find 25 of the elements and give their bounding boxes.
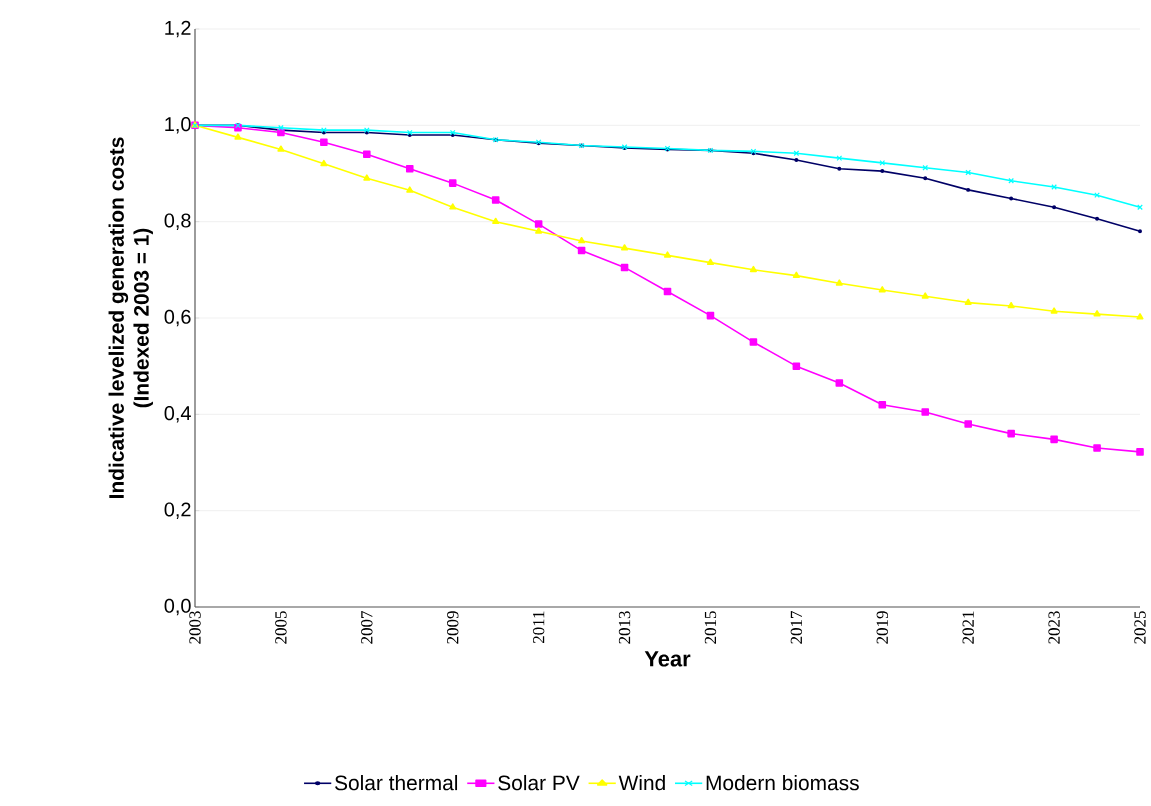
x-tick-label: 2023: [1048, 611, 1060, 644]
legend-label: Modern biomass: [706, 774, 859, 791]
y-tick-label: 1,2: [165, 20, 191, 38]
x-tick-label: 2011: [532, 611, 545, 644]
y-axis-title: Indicative levelized generation costs (Indexed 2003 = 1): [108, 137, 153, 498]
x-tick-label: 2007: [361, 611, 373, 644]
x-tick-label: 2025: [1134, 611, 1146, 644]
y-tick-label: 0,6: [164, 309, 191, 327]
x-tick-label: 2017: [790, 611, 803, 644]
x-tick-label: 2021: [962, 611, 974, 644]
x-axis-title: Year: [644, 651, 691, 667]
x-tick-label: 2005: [275, 611, 287, 644]
y-tick-label: 0,0: [164, 598, 191, 616]
y-tick-label: 0,8: [164, 213, 191, 230]
x-tick-label: 2003: [189, 611, 201, 644]
legend-label: Wind: [618, 774, 665, 791]
x-tick-label: 2009: [447, 611, 459, 644]
legend-label: Solar PV: [498, 774, 580, 791]
x-tick-label: 2013: [618, 611, 631, 644]
legend-label: Solar thermal: [335, 774, 458, 791]
x-tick-label: 2019: [876, 611, 888, 644]
y-tick-label: 0,4: [164, 406, 191, 423]
x-tick-label: 2015: [704, 611, 717, 644]
y-tick-label: 0,2: [164, 502, 191, 519]
y-tick-label: 1,0: [165, 117, 191, 134]
